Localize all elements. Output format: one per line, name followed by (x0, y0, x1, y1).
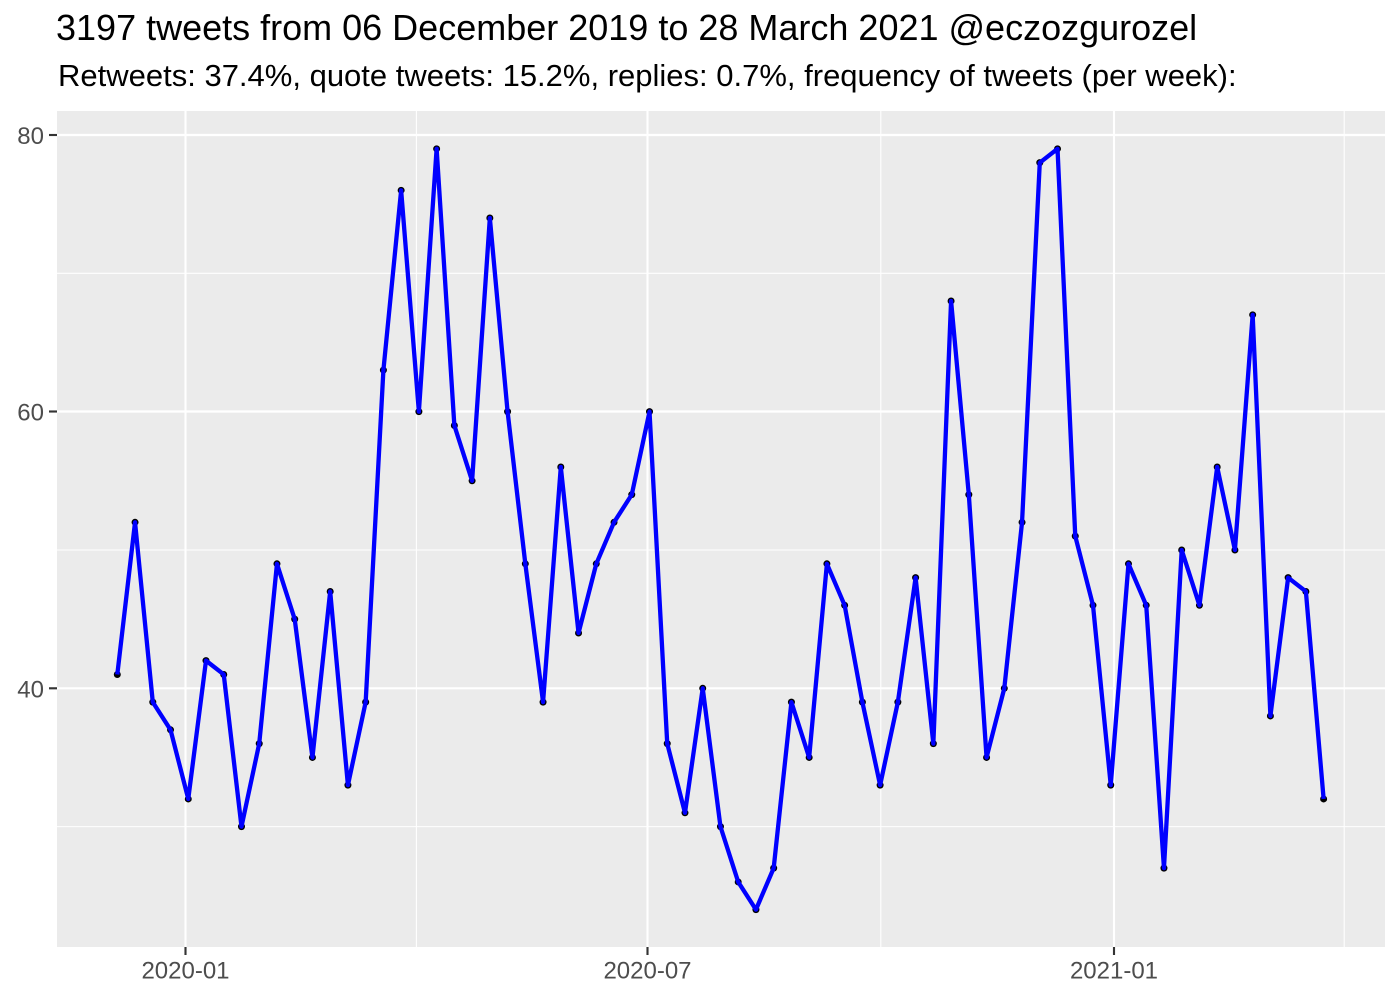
svg-text:80: 80 (17, 123, 44, 150)
svg-text:60: 60 (17, 400, 44, 427)
svg-text:Retweets: 37.4%, quote tweets:: Retweets: 37.4%, quote tweets: 15.2%, re… (58, 58, 1237, 93)
svg-text:3197 tweets from 06 December 2: 3197 tweets from 06 December 2019 to 28 … (56, 7, 1197, 48)
svg-text:2020-01: 2020-01 (141, 958, 229, 985)
svg-text:40: 40 (17, 676, 44, 703)
svg-text:2020-07: 2020-07 (603, 958, 691, 985)
svg-text:2021-01: 2021-01 (1070, 958, 1158, 985)
